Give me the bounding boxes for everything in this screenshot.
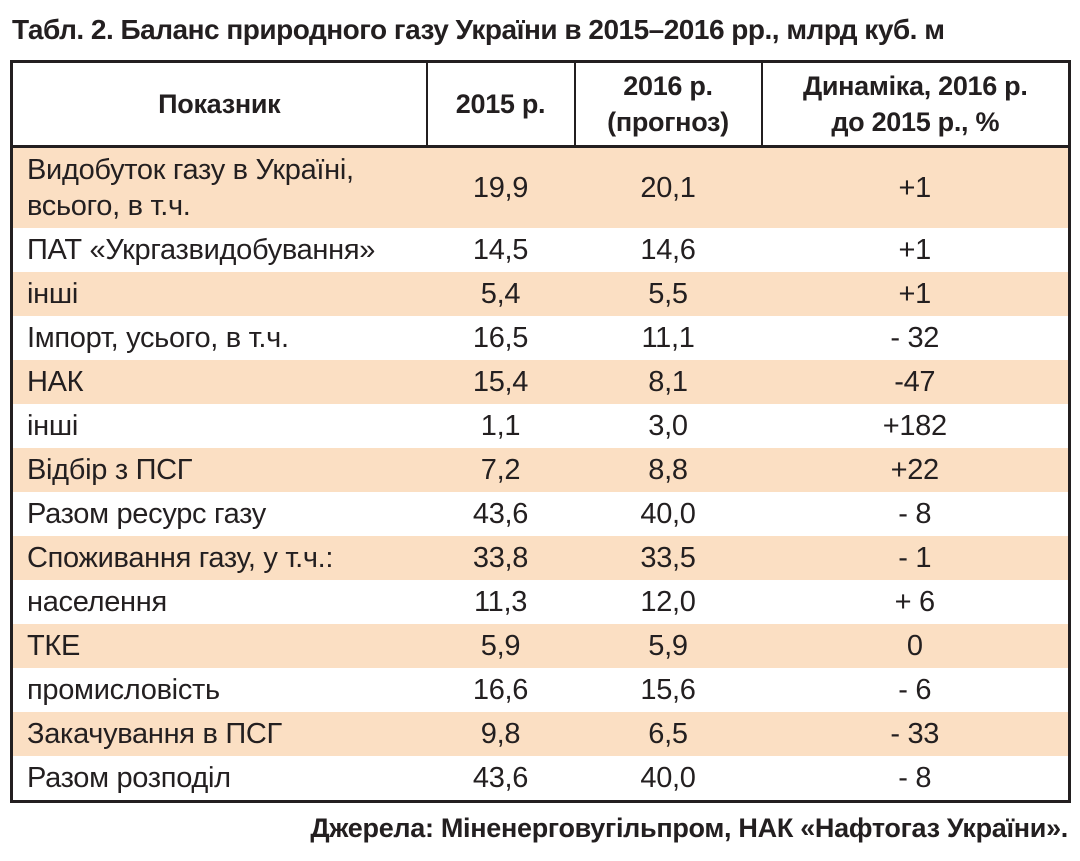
cell-2016: 33,5 bbox=[640, 542, 696, 574]
cell-dynamics: +22 bbox=[890, 454, 940, 486]
table-row: Разом розподіл 43,6 40,0 - 8 bbox=[11, 756, 1070, 802]
column-header-dynamics: Динаміка, 2016 р. до 2015 р., % bbox=[761, 61, 1070, 148]
table-body: Видобуток газу в Україні, всього, в т.ч.… bbox=[11, 146, 1070, 802]
cell-dynamics: - 1 bbox=[898, 542, 932, 574]
cell-2016: 40,0 bbox=[640, 498, 696, 530]
table-row: Імпорт, усього, в т.ч. 16,5 11,1 - 32 bbox=[11, 316, 1070, 360]
cell-indicator: населення bbox=[27, 586, 167, 618]
table-row: Разом ресурс газу 43,6 40,0 - 8 bbox=[11, 492, 1070, 536]
cell-2015: 1,1 bbox=[480, 410, 521, 442]
table-row: ТКЕ 5,9 5,9 0 bbox=[11, 624, 1070, 668]
cell-indicator: Видобуток газу в Україні, всього, в т.ч. bbox=[27, 154, 354, 222]
cell-dynamics: - 8 bbox=[898, 762, 932, 794]
cell-2016: 20,1 bbox=[640, 172, 696, 204]
cell-2016: 40,0 bbox=[640, 762, 696, 794]
cell-dynamics: - 33 bbox=[890, 718, 940, 750]
cell-2015: 43,6 bbox=[472, 498, 529, 530]
cell-dynamics: +1 bbox=[898, 172, 932, 204]
cell-2016: 15,6 bbox=[640, 674, 696, 706]
cell-indicator: Споживання газу, у т.ч.: bbox=[27, 542, 334, 574]
table-title: Табл. 2. Баланс природного газу України … bbox=[12, 14, 945, 45]
cell-indicator: Імпорт, усього, в т.ч. bbox=[27, 322, 289, 354]
cell-dynamics: + 6 bbox=[894, 586, 936, 618]
cell-indicator: Разом ресурс газу bbox=[27, 498, 267, 530]
table-row: інші 1,1 3,0 +182 bbox=[11, 404, 1070, 448]
table-row: інші 5,4 5,5 +1 bbox=[11, 272, 1070, 316]
cell-2015: 19,9 bbox=[472, 172, 529, 204]
column-header-indicator: Показник bbox=[11, 61, 428, 148]
cell-dynamics: - 6 bbox=[898, 674, 932, 706]
table-row: Споживання газу, у т.ч.: 33,8 33,5 - 1 bbox=[11, 536, 1070, 580]
table-row: Видобуток газу в Україні, всього, в т.ч.… bbox=[11, 146, 1070, 228]
table-row: ПАТ «Укргазвидобування» 14,5 14,6 +1 bbox=[11, 228, 1070, 272]
cell-indicator: НАК bbox=[27, 366, 84, 398]
cell-2015: 15,4 bbox=[472, 366, 529, 398]
cell-2015: 9,8 bbox=[480, 718, 521, 750]
table-header: Показник 2015 р. 2016 р. (прогноз) Динам… bbox=[11, 61, 1070, 148]
cell-indicator: Відбір з ПСГ bbox=[27, 454, 193, 486]
gas-balance-table: Показник 2015 р. 2016 р. (прогноз) Динам… bbox=[10, 60, 1071, 803]
cell-dynamics: - 8 bbox=[898, 498, 932, 530]
table-row: Відбір з ПСГ 7,2 8,8 +22 bbox=[11, 448, 1070, 492]
table-row: населення 11,3 12,0 + 6 bbox=[11, 580, 1070, 624]
cell-2015: 5,4 bbox=[480, 278, 521, 310]
column-header-2016-forecast: 2016 р. (прогноз) bbox=[574, 61, 763, 148]
cell-indicator: ПАТ «Укргазвидобування» bbox=[27, 234, 376, 266]
table-row: промисловість 16,6 15,6 - 6 bbox=[11, 668, 1070, 712]
cell-2016: 5,5 bbox=[648, 278, 688, 310]
cell-dynamics: +1 bbox=[898, 234, 932, 266]
cell-2015: 14,5 bbox=[472, 234, 529, 266]
cell-2016: 6,5 bbox=[648, 718, 688, 750]
cell-2016: 5,9 bbox=[648, 630, 688, 662]
cell-2016: 8,8 bbox=[648, 454, 688, 486]
cell-2016: 12,0 bbox=[640, 586, 696, 618]
table-row: НАК 15,4 8,1 -47 bbox=[11, 360, 1070, 404]
table-row: Закачування в ПСГ 9,8 6,5 - 33 bbox=[11, 712, 1070, 756]
cell-2015: 16,5 bbox=[472, 322, 529, 354]
cell-indicator: ТКЕ bbox=[27, 630, 81, 662]
cell-dynamics: - 32 bbox=[890, 322, 940, 354]
cell-dynamics: +182 bbox=[882, 410, 947, 442]
cell-indicator: промисловість bbox=[27, 674, 220, 706]
cell-2016: 3,0 bbox=[648, 410, 688, 442]
cell-indicator: Закачування в ПСГ bbox=[27, 718, 282, 750]
cell-indicator: інші bbox=[27, 410, 78, 442]
source-note: Джерела: Міненерговугільпром, НАК «Нафто… bbox=[310, 813, 1068, 843]
cell-2015: 11,3 bbox=[473, 586, 528, 618]
cell-indicator: Разом розподіл bbox=[27, 762, 231, 794]
cell-2015: 5,9 bbox=[480, 630, 521, 662]
cell-dynamics: 0 bbox=[906, 630, 923, 662]
cell-indicator: інші bbox=[27, 278, 78, 310]
cell-2015: 7,2 bbox=[480, 454, 521, 486]
cell-dynamics: -47 bbox=[894, 366, 936, 398]
cell-dynamics: +1 bbox=[898, 278, 932, 310]
cell-2015: 16,6 bbox=[472, 674, 529, 706]
cell-2015: 43,6 bbox=[472, 762, 529, 794]
header-row: Показник 2015 р. 2016 р. (прогноз) Динам… bbox=[11, 61, 1070, 148]
cell-2016: 11,1 bbox=[641, 322, 695, 354]
cell-2015: 33,8 bbox=[472, 542, 529, 574]
cell-2016: 8,1 bbox=[648, 366, 688, 398]
cell-2016: 14,6 bbox=[640, 234, 696, 266]
column-header-2015: 2015 р. bbox=[426, 61, 576, 148]
